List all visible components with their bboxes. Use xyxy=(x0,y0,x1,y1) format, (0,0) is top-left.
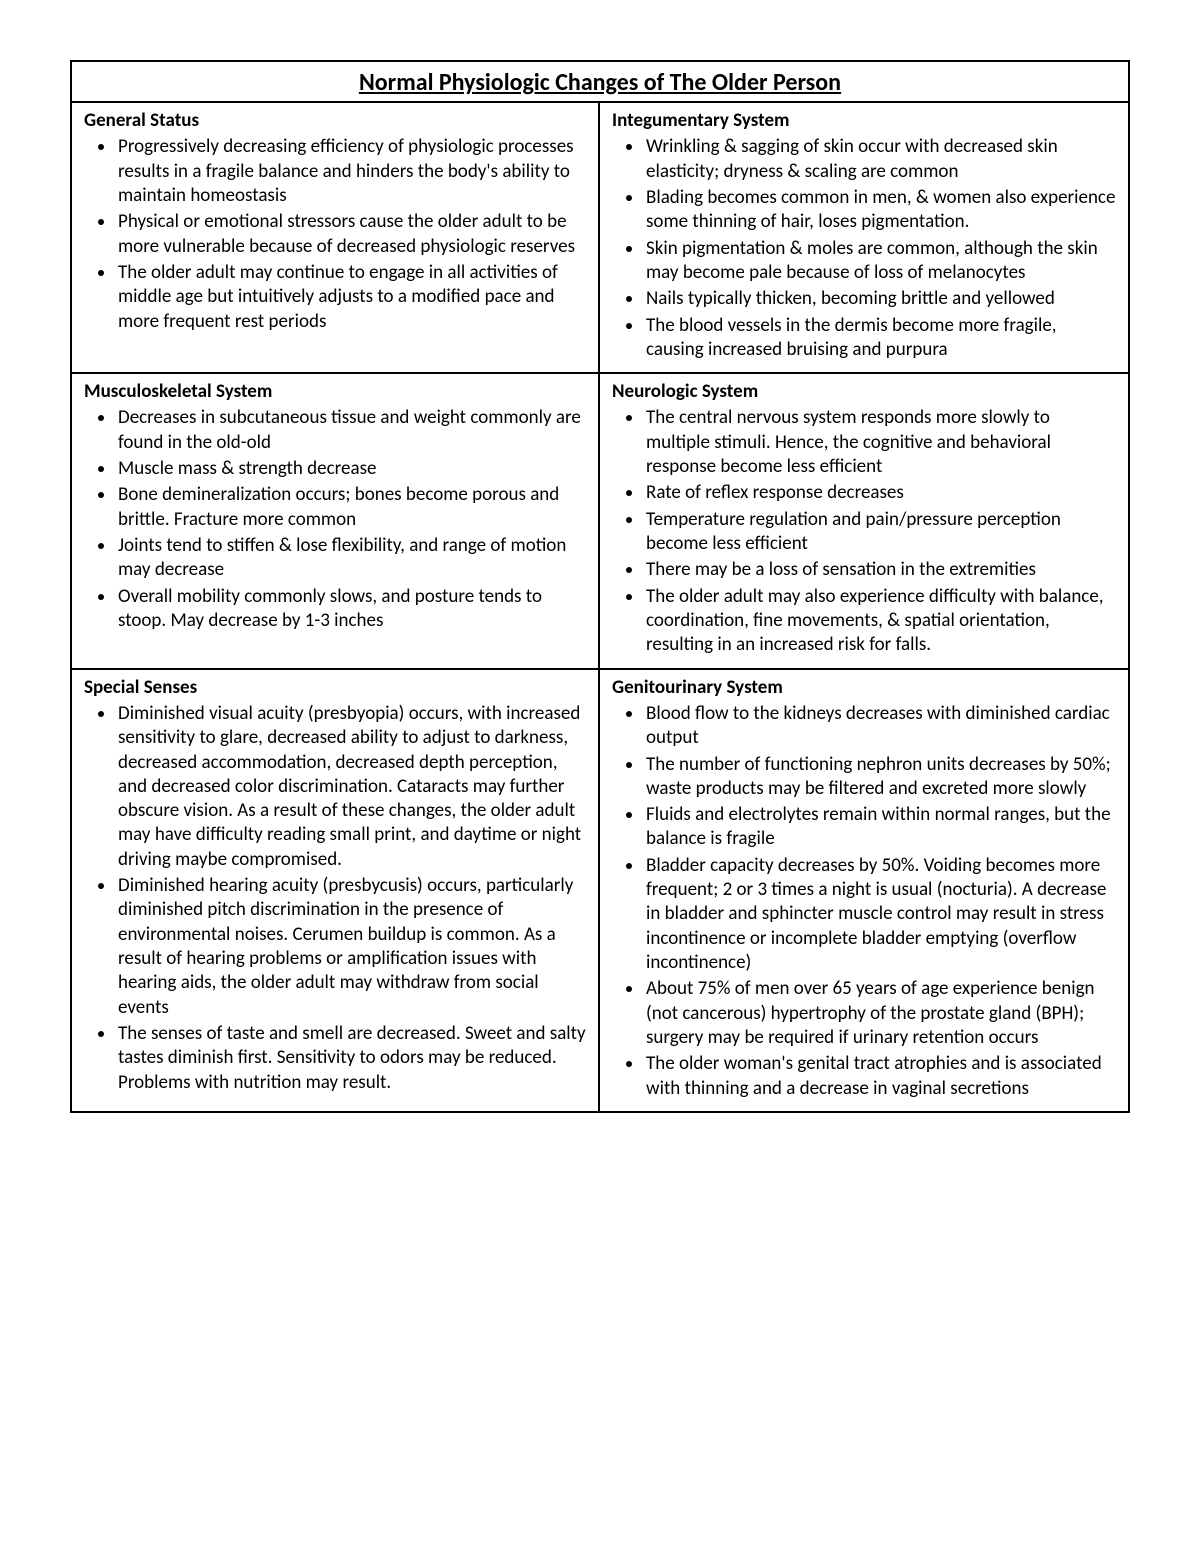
list-item: Diminished visual acuity (presbyopia) oc… xyxy=(116,702,588,872)
list-item: Fluids and electrolytes remain within no… xyxy=(644,803,1118,852)
list-item: Blading becomes common in men, & women a… xyxy=(644,186,1118,235)
list-item: Nails typically thicken, becoming brittl… xyxy=(644,287,1118,311)
list-item: The older adult may continue to engage i… xyxy=(116,261,588,334)
list-item: Bone demineralization occurs; bones beco… xyxy=(116,483,588,532)
title-row: Normal Physiologic Changes of The Older … xyxy=(72,62,1128,103)
list-item: Physical or emotional stressors cause th… xyxy=(116,210,588,259)
list-item: Joints tend to stiffen & lose flexibilit… xyxy=(116,534,588,583)
list-item: Decreases in subcutaneous tissue and wei… xyxy=(116,406,588,455)
list-item: Muscle mass & strength decrease xyxy=(116,457,588,481)
list-item: Skin pigmentation & moles are common, al… xyxy=(644,237,1118,286)
list-item: Blood flow to the kidneys decreases with… xyxy=(644,702,1118,751)
document-title: Normal Physiologic Changes of The Older … xyxy=(359,68,841,97)
list-item: Temperature regulation and pain/pressure… xyxy=(644,508,1118,557)
section-musculoskeletal: Musculoskeletal System Decreases in subc… xyxy=(72,374,600,669)
section-heading: Musculoskeletal System xyxy=(84,380,588,404)
list-item: The number of functioning nephron units … xyxy=(644,753,1118,802)
section-heading: Integumentary System xyxy=(612,109,1118,133)
section-heading: Special Senses xyxy=(84,676,588,700)
section-genitourinary: Genitourinary System Blood flow to the k… xyxy=(600,670,1128,1111)
list-item: The blood vessels in the dermis become m… xyxy=(644,314,1118,363)
content-grid: General Status Progressively decreasing … xyxy=(72,103,1128,1111)
list-item: Bladder capacity decreases by 50%. Voidi… xyxy=(644,854,1118,976)
section-general-status: General Status Progressively decreasing … xyxy=(72,103,600,374)
list-item: The older adult may also experience diff… xyxy=(644,585,1118,658)
list-item: The senses of taste and smell are decrea… xyxy=(116,1022,588,1095)
section-list: Decreases in subcutaneous tissue and wei… xyxy=(82,406,588,633)
section-list: Progressively decreasing efficiency of p… xyxy=(82,135,588,334)
list-item: Progressively decreasing efficiency of p… xyxy=(116,135,588,208)
list-item: About 75% of men over 65 years of age ex… xyxy=(644,977,1118,1050)
list-item: Overall mobility commonly slows, and pos… xyxy=(116,585,588,634)
section-heading: Neurologic System xyxy=(612,380,1118,404)
list-item: The older woman's genital tract atrophie… xyxy=(644,1052,1118,1101)
section-list: Wrinkling & sagging of skin occur with d… xyxy=(610,135,1118,362)
section-list: The central nervous system responds more… xyxy=(610,406,1118,657)
section-neurologic: Neurologic System The central nervous sy… xyxy=(600,374,1128,669)
section-integumentary: Integumentary System Wrinkling & sagging… xyxy=(600,103,1128,374)
section-heading: Genitourinary System xyxy=(612,676,1118,700)
list-item: Diminished hearing acuity (presbycusis) … xyxy=(116,874,588,1020)
section-list: Diminished visual acuity (presbyopia) oc… xyxy=(82,702,588,1095)
list-item: Wrinkling & sagging of skin occur with d… xyxy=(644,135,1118,184)
document-frame: Normal Physiologic Changes of The Older … xyxy=(70,60,1130,1113)
list-item: The central nervous system responds more… xyxy=(644,406,1118,479)
list-item: There may be a loss of sensation in the … xyxy=(644,558,1118,582)
section-list: Blood flow to the kidneys decreases with… xyxy=(610,702,1118,1101)
list-item: Rate of reflex response decreases xyxy=(644,481,1118,505)
section-heading: General Status xyxy=(84,109,588,133)
section-special-senses: Special Senses Diminished visual acuity … xyxy=(72,670,600,1111)
